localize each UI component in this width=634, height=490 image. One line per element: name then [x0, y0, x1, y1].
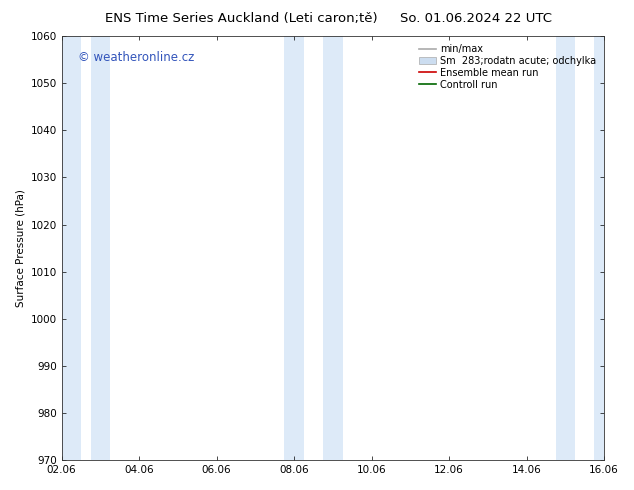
- Bar: [285, 36, 304, 460]
- Bar: [323, 36, 342, 460]
- Bar: [595, 36, 604, 460]
- Bar: [61, 36, 81, 460]
- Text: ENS Time Series Auckland (Leti caron;tě): ENS Time Series Auckland (Leti caron;tě): [105, 12, 377, 25]
- Text: © weatheronline.cz: © weatheronline.cz: [78, 51, 194, 64]
- Bar: [555, 36, 575, 460]
- Text: So. 01.06.2024 22 UTC: So. 01.06.2024 22 UTC: [399, 12, 552, 25]
- Bar: [91, 36, 110, 460]
- Legend: min/max, Sm  283;rodatn acute; odchylka, Ensemble mean run, Controll run: min/max, Sm 283;rodatn acute; odchylka, …: [416, 41, 599, 93]
- Y-axis label: Surface Pressure (hPa): Surface Pressure (hPa): [15, 189, 25, 307]
